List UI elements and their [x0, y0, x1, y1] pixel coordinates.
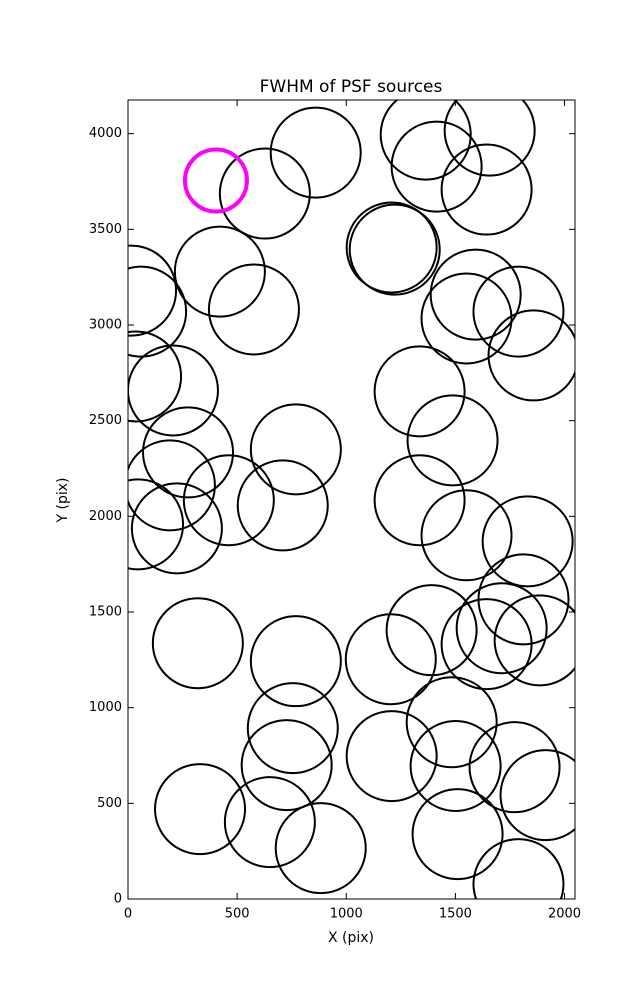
- marker: [151, 597, 244, 690]
- marker: [128, 478, 185, 571]
- marker: [269, 106, 362, 199]
- marker: [154, 763, 247, 856]
- marker: [390, 120, 483, 213]
- marker: [246, 682, 339, 775]
- axes-frame: [127, 99, 576, 900]
- marker: [142, 406, 235, 499]
- y-axis-label: Y (pix): [55, 478, 71, 524]
- marker: [218, 147, 311, 240]
- y-tick-label: 2000: [89, 509, 122, 524]
- marker: [373, 345, 466, 438]
- y-tick-label: 500: [97, 796, 122, 811]
- marker: [128, 344, 219, 437]
- y-tick-label: 1000: [89, 700, 122, 715]
- highlight-marker: [182, 147, 249, 214]
- marker: [409, 720, 502, 813]
- marker: [420, 272, 513, 365]
- y-tick-label: 3000: [89, 318, 122, 333]
- marker: [385, 584, 478, 677]
- marker: [411, 788, 504, 881]
- marker: [472, 265, 565, 358]
- marker: [240, 719, 333, 812]
- x-tick-label: 1500: [439, 907, 472, 922]
- plot-area: [128, 100, 575, 899]
- marker: [379, 100, 472, 181]
- y-tick-label: 1500: [89, 605, 122, 620]
- x-tick-label: 2000: [548, 907, 581, 922]
- marker: [249, 403, 342, 496]
- marker: [420, 489, 513, 582]
- marker: [345, 710, 438, 803]
- marker: [440, 598, 533, 691]
- marker: [128, 439, 216, 532]
- marker: [373, 454, 466, 547]
- y-tick-label: 3500: [89, 222, 122, 237]
- marker: [487, 309, 575, 402]
- marker: [249, 615, 342, 708]
- marker: [128, 330, 183, 423]
- x-tick-label: 1000: [330, 907, 363, 922]
- marker: [348, 203, 441, 296]
- marker: [130, 482, 223, 575]
- marker: [481, 495, 574, 588]
- y-tick-label: 2500: [89, 413, 122, 428]
- x-axis-label: X (pix): [328, 930, 374, 946]
- marker: [499, 749, 575, 842]
- marker: [468, 721, 561, 814]
- marker: [236, 459, 329, 552]
- x-tick-label: 0: [124, 907, 132, 922]
- marker: [344, 613, 437, 706]
- x-tick-label: 500: [225, 907, 250, 922]
- marker: [443, 100, 536, 177]
- marker: [182, 454, 275, 547]
- marker: [345, 201, 438, 294]
- y-tick-label: 4000: [89, 126, 122, 141]
- marker: [207, 263, 300, 356]
- chart-title: FWHM of PSF sources: [260, 77, 443, 97]
- marker: [455, 582, 548, 675]
- y-tick-label: 0: [114, 892, 122, 907]
- marker: [493, 594, 575, 687]
- marker: [440, 143, 533, 236]
- marker: [472, 838, 565, 899]
- marker: [223, 776, 316, 869]
- marker: [429, 248, 522, 341]
- marker: [128, 244, 178, 337]
- marker: [406, 394, 499, 487]
- marker: [128, 265, 188, 358]
- marker: [173, 225, 266, 318]
- marker: [274, 802, 367, 895]
- marker: [405, 676, 498, 769]
